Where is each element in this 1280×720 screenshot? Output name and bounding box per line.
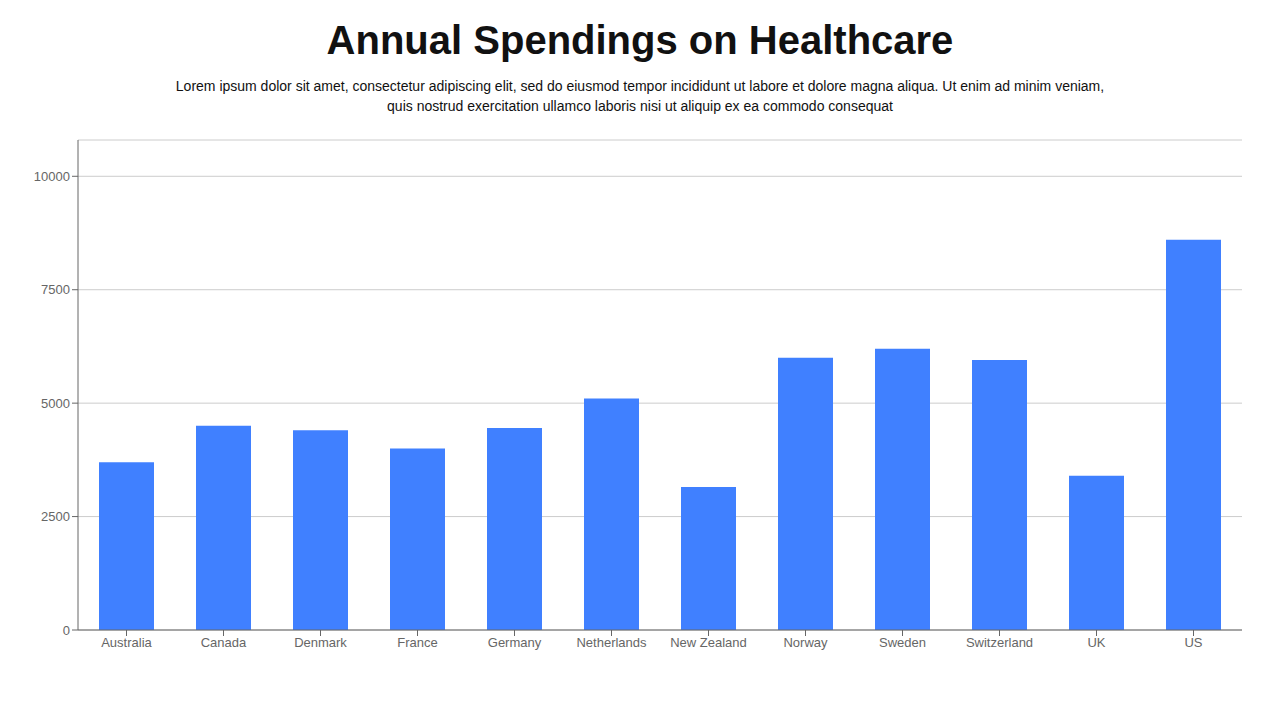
svg-text:New Zealand: New Zealand (670, 635, 747, 650)
html-text:Annual Spendings on Healthcare: Annual Spendings on Healthcare (326, 18, 954, 62)
svg-text:2500: 2500 (41, 509, 70, 524)
svg-text:Netherlands: Netherlands (576, 635, 647, 650)
svg-text:0: 0 (63, 623, 70, 638)
svg-text:Norway: Norway (783, 635, 828, 650)
svg-text:Denmark: Denmark (294, 635, 347, 650)
svg-text:5000: 5000 (41, 396, 70, 411)
svg-text:UK: UK (1087, 635, 1105, 650)
svg-text:7500: 7500 (41, 282, 70, 297)
svg-text:Sweden: Sweden (879, 635, 926, 650)
svg-text:Canada: Canada (201, 635, 247, 650)
html-text:quis nostrud exercitation ulla: quis nostrud exercitation ullamco labori… (387, 98, 893, 114)
html-text:Lorem ipsum dolor sit amet, co: Lorem ipsum dolor sit amet, consectetur … (175, 78, 1105, 94)
svg-text:Australia: Australia (101, 635, 152, 650)
svg-text:US: US (1184, 635, 1202, 650)
svg-text:10000: 10000 (34, 169, 70, 184)
svg-text:France: France (397, 635, 437, 650)
svg-text:Germany: Germany (488, 635, 542, 650)
svg-text:Switzerland: Switzerland (966, 635, 1033, 650)
